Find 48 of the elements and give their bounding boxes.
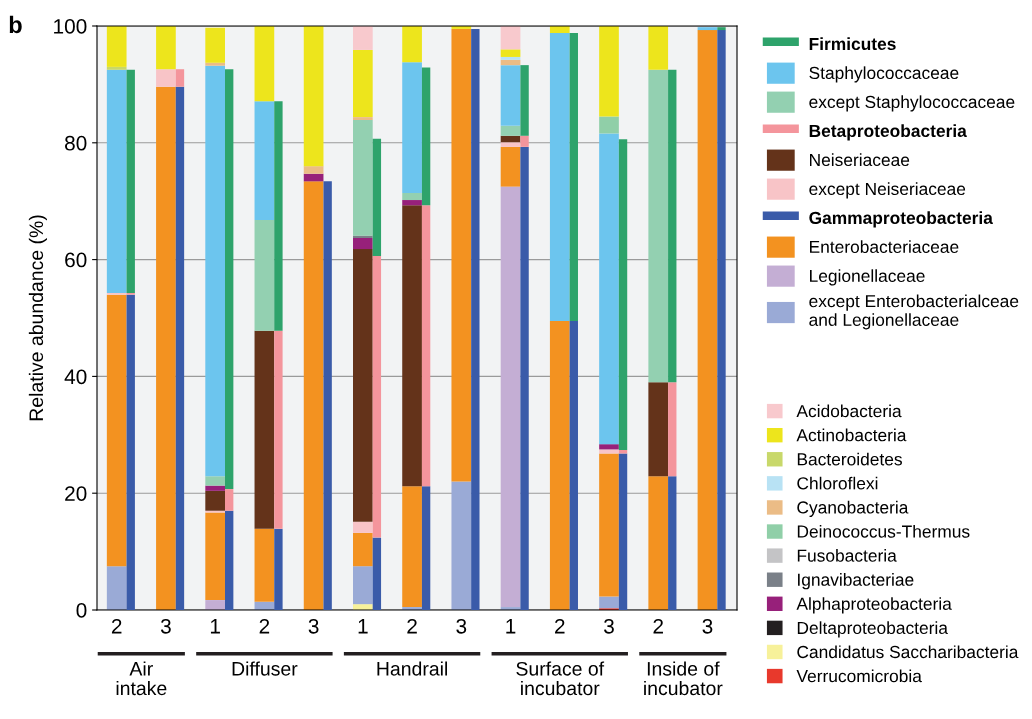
legend-label: Enterobacteriaceae [810, 240, 959, 254]
legend-label: Bacteroidetes [797, 452, 902, 466]
x-tick-label: 3 [702, 618, 713, 634]
text: Air intake [116, 661, 167, 696]
x-tick-label: 3 [456, 618, 467, 634]
x-tick-label: 3 [604, 618, 614, 634]
legend-label: Chloroflexi [797, 476, 878, 490]
legend-label: Alphaproteobacteria [796, 597, 952, 614]
x-tick-label: 2 [555, 618, 565, 634]
legend-label: Acidobacteria [796, 404, 902, 418]
legend-label: Deinococcus-Thermus [797, 524, 970, 538]
x-tick-label: 3 [308, 618, 319, 634]
x-tick-label: 1 [358, 619, 368, 634]
x-tick-label: 2 [259, 618, 270, 634]
legend-label: Firmicutes [809, 37, 896, 51]
x-tick-label: 1 [210, 619, 220, 634]
legend-label: Ignavibacteriae [798, 573, 914, 590]
x-tick-label: 2 [111, 618, 122, 634]
legend-label: Legionellaceae [810, 269, 925, 286]
legend-label: Neiseriaceae [810, 153, 910, 167]
chart-title: b [9, 15, 22, 34]
legend-label: except Enterobacterialceae and Legionellaceae [809, 294, 1019, 330]
y-tick-label: 20 [65, 486, 87, 501]
legend-label: Verrucomicrobia [796, 669, 922, 683]
legend-label: Deltaproteobacteria [797, 621, 948, 638]
x-tick-label: 3 [160, 618, 171, 634]
legend-label: Betaproteobacteria [809, 124, 967, 141]
text: Surface of incubator [516, 661, 605, 696]
y-tick-label: 100 [54, 19, 87, 34]
text: Diffuser [232, 661, 298, 676]
text: Inside of incubator [644, 661, 723, 696]
legend-label: Actinobacteria [796, 428, 907, 442]
text: Handrail [377, 661, 447, 676]
legend-label: Gammaproteobacteria [809, 211, 993, 228]
legend-label: Staphylococcaceae [809, 66, 959, 83]
x-tick-label: 2 [407, 618, 417, 634]
x-tick-label: 2 [653, 618, 663, 634]
legend-label: Fusobacteria [797, 549, 897, 562]
legend-label: Cyanobacteria [797, 500, 909, 518]
y-tick-label: 80 [65, 135, 87, 151]
x-tick-label: 1 [506, 619, 516, 634]
y-tick-label: 60 [65, 252, 87, 268]
y-tick-label: 0 [76, 603, 87, 618]
legend-label: except Neiseriaceae [809, 182, 966, 199]
legend-label: Candidatus Saccharibacteria [797, 645, 1019, 659]
legend-label: except Staphylococcaceae [809, 95, 1015, 112]
y-axis-title: Relative abundance (%) [28, 215, 47, 421]
y-tick-label: 40 [64, 369, 87, 385]
